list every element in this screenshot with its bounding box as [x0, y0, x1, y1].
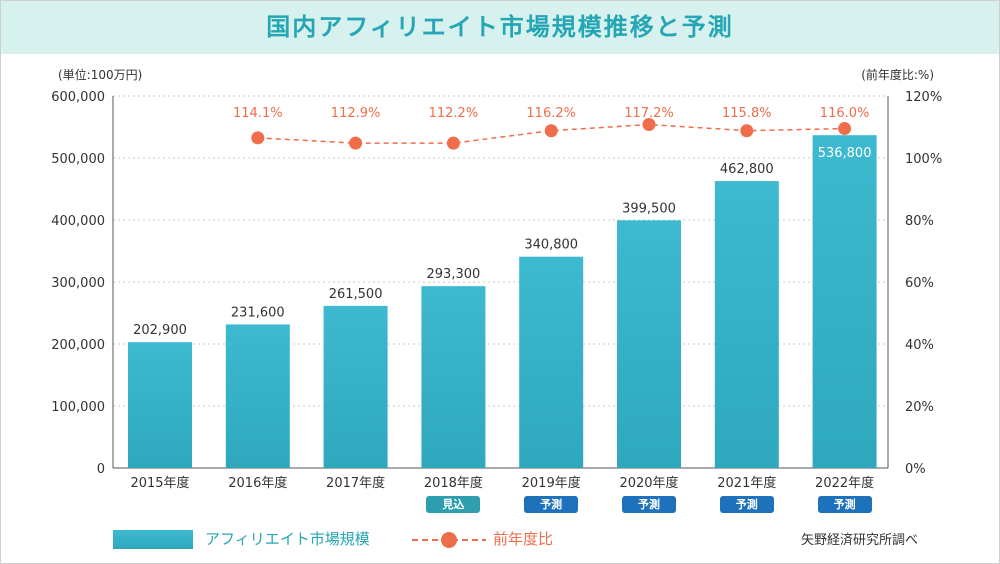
ratio-point: [838, 122, 852, 136]
y-left-tick-label: 100,000: [51, 400, 105, 415]
ratio-value-label: 112.2%: [429, 106, 479, 121]
x-tick-label: 2019年度: [522, 475, 581, 491]
x-tick-label: 2020年度: [619, 475, 678, 491]
bar: [617, 220, 681, 468]
forecast-badge: 予測: [817, 496, 872, 513]
x-tick-label: 2022年度: [815, 475, 874, 491]
y-left-tick-label: 200,000: [51, 338, 105, 353]
title-bar: 国内アフィリエイト市場規模推移と予測: [1, 1, 999, 54]
y-right-tick-label: 20%: [905, 400, 934, 415]
ratio-point: [544, 124, 558, 138]
bar: [714, 181, 779, 468]
left-axis-unit: (単位:100万円): [58, 68, 143, 82]
y-right-tick-label: 0%: [905, 462, 926, 477]
y-left-tick-label: 0: [97, 462, 105, 477]
ratio-value-label: 116.2%: [526, 106, 576, 121]
chart-title: 国内アフィリエイト市場規模推移と予測: [266, 13, 734, 41]
bar: [323, 305, 388, 468]
y-left-tick-label: 400,000: [51, 214, 105, 229]
legend-bar-label: アフィリエイト市場規模: [205, 530, 370, 548]
y-right-tick-label: 40%: [905, 338, 934, 353]
legend-line-swatch: [412, 532, 486, 548]
y-left-tick-label: 600,000: [51, 90, 105, 105]
x-tick-label: 2021年度: [717, 475, 776, 491]
bar: [519, 256, 584, 468]
y-right-tick-label: 100%: [905, 152, 942, 167]
bar-value-label: 340,800: [524, 238, 578, 253]
bar-value-label: 261,500: [329, 287, 383, 302]
y-right-tick-label: 80%: [905, 214, 934, 229]
legend-line-label: 前年度比: [493, 530, 554, 548]
bar-value-label: 399,500: [622, 201, 676, 216]
bar: [812, 135, 877, 468]
bar: [128, 342, 192, 468]
x-tick-label: 2017年度: [326, 475, 385, 491]
y-right-tick-label: 60%: [905, 276, 934, 291]
forecast-badge: 予測: [524, 496, 579, 513]
x-tick-label: 2016年度: [228, 475, 287, 491]
forecast-badge: 見込: [426, 496, 481, 513]
ratio-value-label: 112.9%: [331, 106, 381, 121]
x-tick-label: 2018年度: [424, 475, 483, 491]
x-tick-label: 2015年度: [130, 475, 189, 491]
ratio-point: [446, 136, 460, 150]
y-left-tick-label: 500,000: [51, 152, 105, 167]
ratio-point: [251, 131, 265, 145]
bar-value-label: 202,900: [133, 323, 187, 338]
ratio-value-label: 116.0%: [820, 106, 870, 121]
y-left-tick-label: 300,000: [51, 276, 105, 291]
forecast-badge: 予測: [719, 496, 774, 513]
right-axis-unit: (前年度比:%): [861, 68, 934, 82]
bar-value-label: 231,600: [231, 305, 285, 320]
ratio-point: [740, 124, 754, 138]
ratio-value-label: 114.1%: [233, 106, 283, 121]
forecast-badge: 予測: [622, 496, 676, 513]
source-credit: 矢野経済研究所調べ: [800, 533, 918, 548]
ratio-value-label: 115.8%: [722, 106, 772, 121]
ratio-value-label: 117.2%: [624, 106, 674, 121]
y-right-tick-label: 120%: [905, 90, 942, 105]
legend-bar-swatch: [113, 530, 193, 549]
bar: [225, 324, 290, 468]
ratio-point: [642, 118, 656, 132]
bar-value-label: 536,800: [818, 146, 872, 161]
ratio-point: [349, 136, 363, 150]
bar-value-label: 293,300: [427, 267, 481, 282]
bar-value-label: 462,800: [720, 162, 774, 177]
bar: [421, 286, 486, 468]
